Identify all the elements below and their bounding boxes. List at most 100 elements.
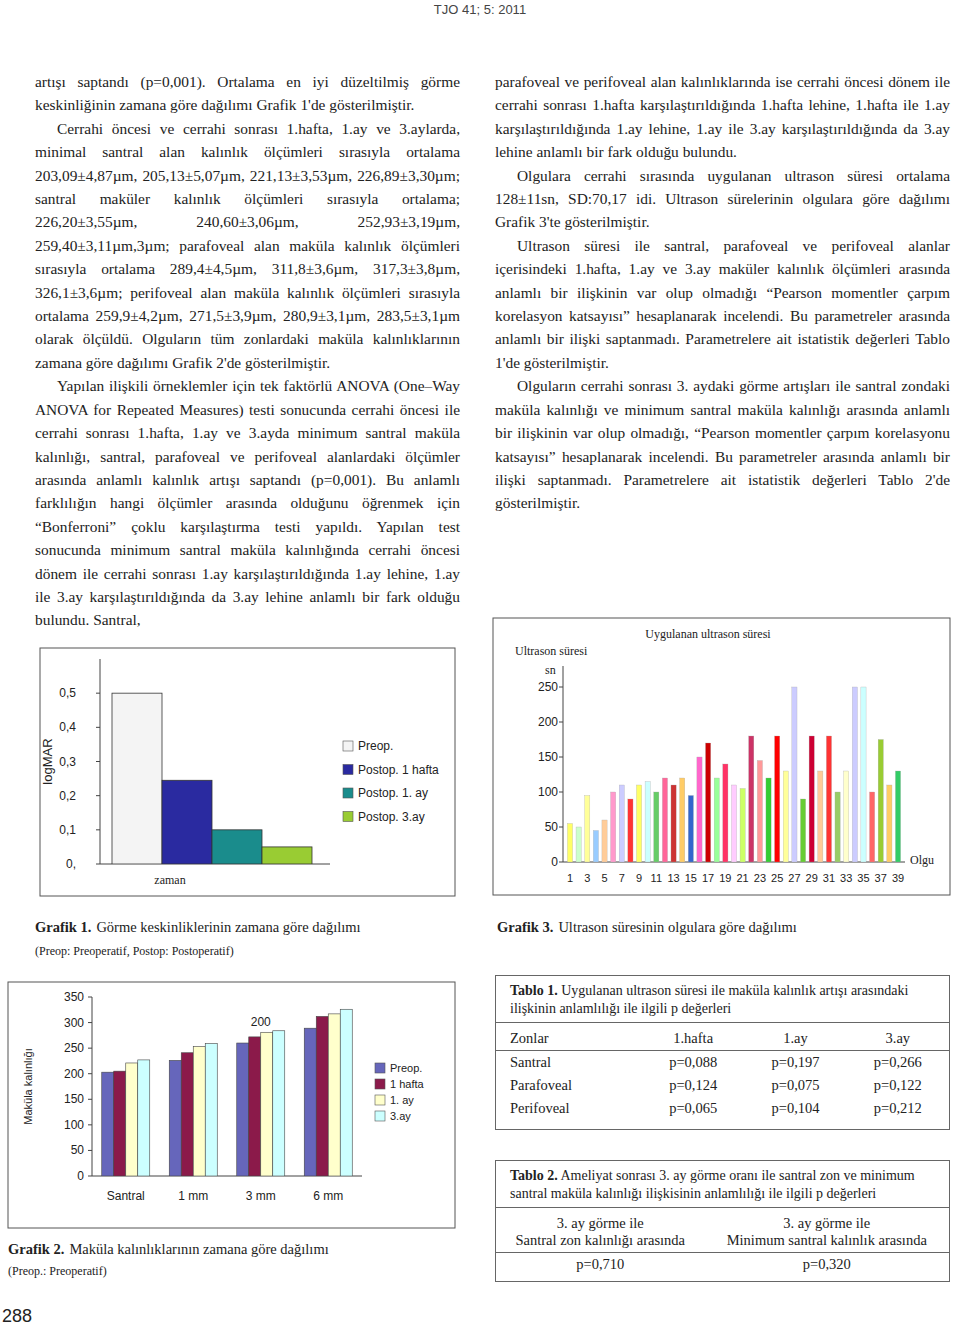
caption-text: Maküla kalınlıklarının zamana göre dağıl… [69,1241,328,1257]
header-cell: 3.ay [847,1027,949,1051]
cell: p=0,104 [744,1097,846,1120]
y-tick-label: 350 [64,990,84,1004]
bar [826,736,831,862]
bar [628,799,633,862]
y-axis-label: Maküla kalınlığı [22,1048,34,1124]
x-tick-label: 23 [754,872,766,884]
header-line: Minimum santral kalınlık arasında [727,1232,927,1248]
header-cell: 1.ay [744,1027,846,1051]
caption: Grafik 3.Ultrason süresinin olgulara gör… [497,919,797,935]
y-tick [559,722,563,723]
bar [645,782,650,863]
chart-frame [40,648,455,896]
plot-area [567,687,900,862]
y-tick [559,792,563,793]
y-tick-label: 150 [538,750,558,764]
paragraph: Yapılan ilişkili örneklemler için tek fa… [35,374,460,631]
bar [102,1072,114,1176]
caption-label: Grafik 1. [35,919,91,935]
text-column: parafoveal ve perifoveal alan kalınlıkla… [495,70,950,515]
caption-label: Grafik 2. [8,1241,64,1257]
bar [835,792,840,862]
cell: Perifoveal [496,1097,642,1120]
legend-swatch [343,741,353,751]
bar [316,1016,328,1176]
bar [731,785,736,862]
bar [576,827,581,862]
cell: p=0,122 [847,1074,949,1097]
y-tick-label: 100 [64,1118,84,1132]
chart-frame [493,618,950,895]
legend-label: Preop. [358,739,393,753]
y-tick [88,1022,92,1023]
x-tick-label: 6 mm [313,1189,343,1203]
x-tick-label: 17 [702,872,714,884]
bar [757,761,762,863]
y-tick-label: 0 [77,1169,84,1183]
y-tick [96,761,100,762]
table-label: Tablo 2. [510,1168,558,1183]
bar [340,1009,352,1176]
paragraph: Ultrason süresi ile santral, parafoveal … [495,234,950,374]
bar [844,771,849,862]
bar [328,1014,340,1176]
bar [749,736,754,862]
legend-label: 3.ay [390,1110,411,1122]
running-header: TJO 41; 5: 2011 [0,2,960,17]
chart-title: Uygulanan ultrason süresi [645,627,771,641]
bar [262,847,312,864]
y-tick-label: 250 [538,680,558,694]
cell: p=0,320 [705,1253,949,1277]
x-tick-label: 11 [651,872,662,884]
bar [162,780,212,864]
bar [611,792,616,862]
row: Perifovealp=0,065p=0,104p=0,212 [496,1097,949,1120]
y-tick-label: 200 [538,715,558,729]
y-tick-label: 200 [64,1067,84,1081]
cell: p=0,065 [642,1097,744,1120]
bar [870,792,875,862]
row: Parafovealp=0,124p=0,075p=0,122 [496,1074,949,1097]
cell: Santral [496,1051,642,1075]
legend-swatch [343,812,353,822]
bar [112,693,162,864]
bar [671,785,676,862]
legend-label: Postop. 3.ay [358,810,425,824]
bar [697,757,702,862]
legend-label: Postop. 1. ay [358,786,428,800]
bar [212,830,262,864]
legend-label: Preop. [390,1062,422,1074]
bar [775,736,780,862]
bar [740,789,745,863]
header-cell: 3. ay görme ileMinimum santral kalınlık … [705,1212,949,1253]
cell: p=0,710 [496,1253,705,1277]
x-tick-label: 19 [719,872,731,884]
bar [205,1044,217,1176]
y-axis-unit: sn [545,663,556,677]
bar [800,799,805,862]
text-column: artışı saptandı (p=0,001). Ortalama en i… [35,70,460,632]
caption: Grafik 2. Maküla kalınlıklarının zamana g… [8,1241,329,1257]
y-tick [88,1048,92,1049]
caption: Grafik 1.Görme keskinliklerinin zamana g… [35,919,361,935]
paragraph: Cerrahi öncesi ve cerrahi sonrası 1.haft… [35,117,460,374]
header-line: 3. ay görme ile [557,1215,644,1231]
y-tick-label: 0,3 [59,755,76,769]
bar [714,778,719,862]
annotation: 200 [251,1015,271,1029]
x-tick-label: 13 [667,872,679,884]
bar [688,796,693,863]
x-tick-label: 1 mm [178,1189,208,1203]
y-tick [96,727,100,728]
cell: Parafoveal [496,1074,642,1097]
y-tick-label: 0,1 [59,823,76,837]
x-tick-label: 21 [737,872,749,884]
bar [878,740,883,863]
cell: p=0,212 [847,1097,949,1120]
paragraph: Olgulara cerrahi sırasında uygulanan ult… [495,164,950,234]
table-caption: Tablo 1. Uygulanan ultrason süresi ile m… [496,976,949,1023]
y-tick-label: 0,2 [59,789,76,803]
x-tick-label: 15 [685,872,697,884]
bar [809,736,814,862]
chart-frame [8,982,455,1228]
